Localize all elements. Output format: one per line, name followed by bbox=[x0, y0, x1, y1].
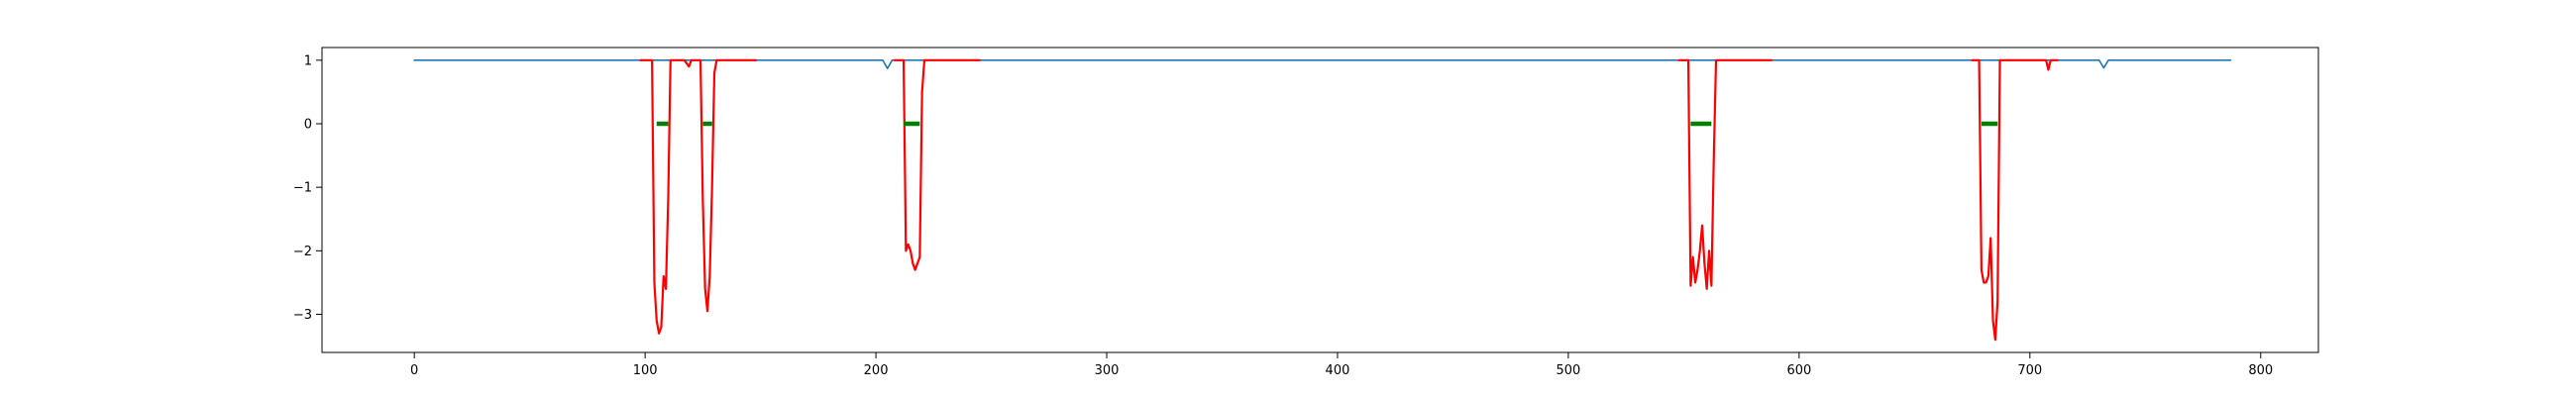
x-tick-label-300: 300 bbox=[1095, 363, 1120, 378]
series-red-line-4 bbox=[1971, 58, 2059, 342]
y-tick-label-0: 1 bbox=[304, 53, 312, 68]
series-red-line-1 bbox=[639, 58, 758, 335]
x-tick-label-800: 800 bbox=[2248, 363, 2273, 378]
y-tick-label-4: −3 bbox=[293, 308, 312, 323]
x-tick-label-600: 600 bbox=[1786, 363, 1811, 378]
axis-ticks: 0 100 200 300 400 500 600 700 800 1 0 −1 −2 −3 bbox=[293, 53, 2273, 378]
x-tick-label-700: 700 bbox=[2017, 363, 2042, 378]
series-red-line-2 bbox=[893, 58, 982, 271]
x-tick-label-0: 0 bbox=[410, 363, 418, 378]
y-tick-label-1: 0 bbox=[304, 118, 312, 133]
axes-frame bbox=[321, 47, 2319, 353]
series-blue-line bbox=[413, 59, 2232, 69]
y-tick-label-2: −1 bbox=[293, 181, 312, 196]
x-tick-label-100: 100 bbox=[633, 363, 658, 378]
series-red-line-3 bbox=[1677, 58, 1773, 290]
y-tick-label-3: −2 bbox=[293, 245, 312, 259]
x-tick-label-200: 200 bbox=[864, 363, 889, 378]
plot-area bbox=[413, 58, 2232, 342]
x-tick-label-500: 500 bbox=[1556, 363, 1581, 378]
x-tick-label-400: 400 bbox=[1326, 363, 1350, 378]
